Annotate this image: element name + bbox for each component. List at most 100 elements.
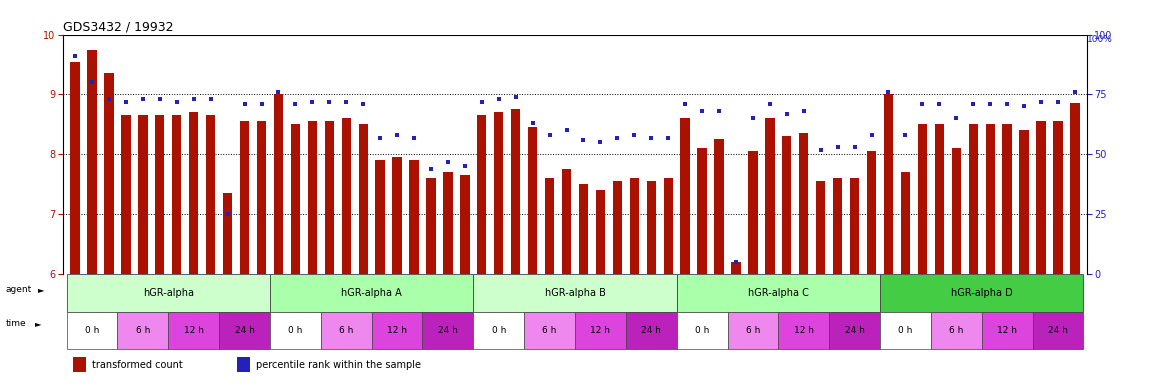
- Bar: [308, 121, 317, 274]
- Bar: [511, 109, 520, 274]
- Bar: [613, 181, 622, 274]
- Bar: [291, 124, 300, 274]
- Bar: [359, 124, 368, 274]
- Text: 24 h: 24 h: [235, 326, 254, 335]
- Point: [998, 101, 1017, 107]
- Bar: [850, 178, 859, 274]
- Bar: [630, 178, 639, 274]
- Bar: [596, 190, 605, 274]
- Bar: [67, 312, 117, 349]
- Text: 12 h: 12 h: [793, 326, 814, 335]
- Point: [133, 96, 152, 102]
- Point: [558, 127, 576, 134]
- Bar: [930, 312, 982, 349]
- Text: 0 h: 0 h: [695, 326, 710, 335]
- Point: [236, 101, 254, 107]
- Point: [896, 132, 914, 138]
- Bar: [494, 113, 504, 274]
- Text: agent: agent: [6, 285, 32, 295]
- Point: [168, 99, 186, 105]
- Bar: [342, 118, 351, 274]
- Text: hGR-alpha B: hGR-alpha B: [545, 288, 605, 298]
- Text: 12 h: 12 h: [590, 326, 611, 335]
- Point: [100, 96, 118, 102]
- Bar: [206, 116, 215, 274]
- Text: 12 h: 12 h: [184, 326, 204, 335]
- Point: [506, 94, 524, 100]
- Bar: [545, 178, 554, 274]
- Text: hGR-alpha D: hGR-alpha D: [951, 288, 1012, 298]
- Point: [676, 101, 695, 107]
- Point: [354, 101, 373, 107]
- Bar: [528, 127, 537, 274]
- Point: [845, 144, 864, 150]
- Bar: [982, 312, 1033, 349]
- Text: 6 h: 6 h: [745, 326, 760, 335]
- Point: [371, 134, 390, 141]
- Text: ►: ►: [34, 319, 41, 328]
- Text: percentile rank within the sample: percentile rank within the sample: [255, 360, 421, 370]
- Point: [66, 53, 84, 59]
- Bar: [578, 184, 588, 274]
- Point: [710, 108, 728, 114]
- Bar: [375, 160, 385, 274]
- Point: [862, 132, 881, 138]
- Bar: [749, 151, 758, 274]
- Point: [523, 120, 542, 126]
- Bar: [714, 139, 723, 274]
- Point: [981, 101, 999, 107]
- Point: [693, 108, 712, 114]
- Text: 12 h: 12 h: [997, 326, 1017, 335]
- Point: [438, 159, 457, 165]
- Bar: [427, 178, 436, 274]
- Bar: [626, 312, 676, 349]
- Bar: [986, 124, 995, 274]
- Bar: [105, 73, 114, 274]
- Point: [320, 99, 338, 105]
- Text: time: time: [6, 319, 26, 328]
- Point: [218, 211, 237, 217]
- Point: [828, 144, 846, 150]
- Bar: [829, 312, 880, 349]
- Point: [184, 96, 202, 102]
- Bar: [220, 312, 270, 349]
- Text: 24 h: 24 h: [1048, 326, 1068, 335]
- Point: [930, 101, 949, 107]
- Bar: [422, 312, 474, 349]
- Bar: [833, 178, 842, 274]
- Point: [642, 134, 660, 141]
- Point: [1014, 103, 1033, 109]
- Bar: [728, 312, 779, 349]
- Point: [304, 99, 322, 105]
- Bar: [324, 121, 333, 274]
- Bar: [880, 274, 1083, 312]
- Bar: [189, 113, 199, 274]
- Bar: [274, 94, 283, 274]
- Bar: [474, 312, 524, 349]
- Bar: [321, 312, 371, 349]
- Text: 6 h: 6 h: [543, 326, 557, 335]
- Bar: [562, 169, 572, 274]
- Point: [948, 115, 966, 121]
- Bar: [681, 118, 690, 274]
- Bar: [697, 148, 707, 274]
- Bar: [223, 193, 232, 274]
- Bar: [460, 175, 469, 274]
- Bar: [676, 274, 880, 312]
- Bar: [1053, 121, 1063, 274]
- Bar: [443, 172, 453, 274]
- Bar: [1003, 124, 1012, 274]
- Bar: [371, 312, 422, 349]
- Point: [795, 108, 813, 114]
- Point: [659, 134, 677, 141]
- Point: [151, 96, 169, 102]
- Text: 24 h: 24 h: [438, 326, 458, 335]
- Bar: [392, 157, 401, 274]
- Bar: [968, 124, 978, 274]
- Point: [744, 115, 762, 121]
- Point: [608, 134, 627, 141]
- Point: [269, 89, 288, 95]
- Text: transformed count: transformed count: [92, 360, 183, 370]
- Bar: [782, 136, 791, 274]
- Point: [727, 259, 745, 265]
